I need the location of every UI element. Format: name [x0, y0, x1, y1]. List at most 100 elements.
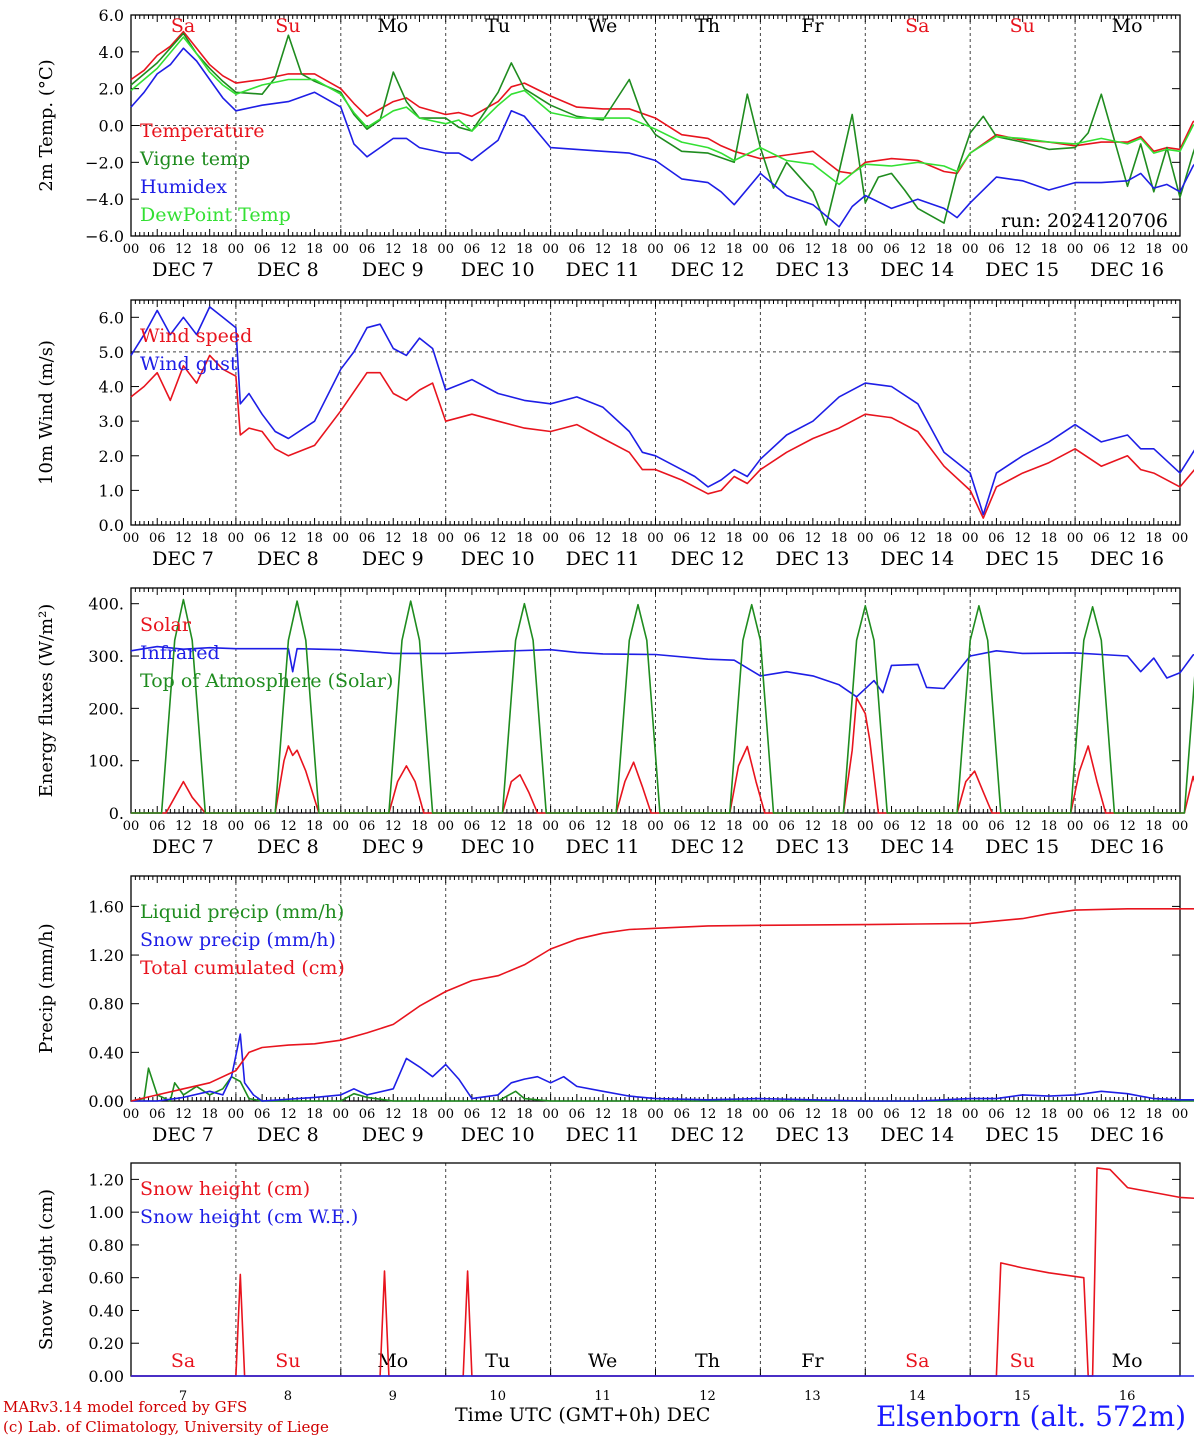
- series-line-humidex: [130, 47, 1194, 228]
- date-label: DEC 7: [152, 548, 214, 570]
- weekday-label: Su: [275, 15, 300, 37]
- legend-entry: Infrared: [140, 642, 220, 664]
- hour-tick-label: 18: [936, 242, 953, 257]
- hour-tick-label: 00: [647, 1107, 664, 1122]
- y-axis-label: Energy fluxes (W/m²): [36, 604, 57, 798]
- series-line-snow-precip-mm-h: [131, 1033, 1194, 1102]
- day-number-label: 10: [489, 1389, 506, 1404]
- hour-tick-label: 18: [621, 819, 638, 834]
- hour-tick-label: 18: [1041, 242, 1058, 257]
- hour-tick-label: 12: [385, 242, 402, 257]
- hour-tick-label: 00: [333, 242, 350, 257]
- hour-tick-label: 06: [569, 1107, 586, 1122]
- hour-tick-label: 12: [700, 531, 717, 546]
- date-label: DEC 10: [461, 836, 535, 858]
- series-line-vigne-temp: [130, 32, 1194, 226]
- hour-tick-label: 00: [437, 1107, 454, 1122]
- date-label: DEC 16: [1090, 259, 1164, 281]
- weekday-label: Su: [1010, 15, 1035, 37]
- y-axis-label: Snow height (cm): [36, 1189, 57, 1350]
- run-annotation: run: 2024120706: [1001, 210, 1168, 232]
- hour-tick-label: 12: [1014, 242, 1031, 257]
- hour-tick-label: 06: [359, 819, 376, 834]
- weekday-label: Sa: [905, 1350, 929, 1372]
- weekday-label: Su: [275, 1350, 300, 1372]
- series-line-liquid-precip-mm-h: [130, 1067, 1194, 1102]
- hour-tick-label: 06: [988, 242, 1005, 257]
- hour-tick-label: 12: [385, 1107, 402, 1122]
- y-tick-label: 200.: [88, 699, 124, 718]
- hour-tick-label: 12: [280, 531, 297, 546]
- date-label: DEC 8: [257, 259, 319, 281]
- hour-tick-label: 18: [1146, 819, 1163, 834]
- weekday-label: Tu: [485, 15, 510, 37]
- date-label: DEC 11: [566, 548, 640, 570]
- legend-entry: Wind gust: [140, 353, 238, 375]
- date-label: DEC 11: [566, 836, 640, 858]
- hour-tick-label: 06: [883, 819, 900, 834]
- y-tick-label: 0.80: [88, 1236, 124, 1255]
- hour-tick-label: 00: [437, 531, 454, 546]
- day-number-label: 12: [699, 1389, 716, 1404]
- hour-tick-label: 00: [228, 531, 245, 546]
- date-label: DEC 13: [775, 836, 849, 858]
- date-label: DEC 13: [775, 1124, 849, 1146]
- date-label: DEC 9: [362, 259, 424, 281]
- y-tick-label: 1.0: [99, 481, 124, 500]
- hour-tick-label: 18: [726, 1107, 743, 1122]
- hour-tick-label: 00: [1067, 1107, 1084, 1122]
- hour-tick-label: 18: [306, 819, 323, 834]
- hour-tick-label: 12: [490, 819, 507, 834]
- legend-entry: Vigne temp: [139, 148, 250, 170]
- y-tick-label: −4.0: [85, 190, 124, 209]
- hour-tick-label: 00: [857, 1107, 874, 1122]
- series-line-total-cumulated-cm: [130, 907, 1194, 1102]
- hour-tick-label: 00: [647, 242, 664, 257]
- hour-tick-label: 06: [883, 242, 900, 257]
- date-label: DEC 15: [985, 259, 1059, 281]
- y-tick-label: 6.0: [99, 308, 124, 327]
- series-line-temperature: [130, 30, 1194, 175]
- series-line-wind-speed: [130, 354, 1194, 519]
- date-label: DEC 13: [775, 259, 849, 281]
- hour-tick-label: 00: [962, 242, 979, 257]
- hour-tick-label: 00: [1067, 819, 1084, 834]
- hour-tick-label: 00: [542, 531, 559, 546]
- hour-tick-label: 12: [175, 531, 192, 546]
- legend-entry: Humidex: [140, 176, 227, 198]
- y-tick-label: 1.20: [88, 946, 124, 965]
- hour-tick-label: 12: [700, 242, 717, 257]
- hour-tick-label: 00: [228, 242, 245, 257]
- y-tick-label: 1.60: [88, 897, 124, 916]
- hour-tick-label: 06: [569, 531, 586, 546]
- hour-tick-label: 00: [333, 819, 350, 834]
- hour-tick-label: 06: [988, 819, 1005, 834]
- hour-tick-label: 18: [516, 1107, 533, 1122]
- y-axis-label: 2m Temp. (°C): [36, 59, 57, 191]
- hour-tick-label: 06: [778, 1107, 795, 1122]
- hour-tick-label: 12: [490, 531, 507, 546]
- hour-tick-label: 12: [175, 242, 192, 257]
- hour-tick-label: 12: [1119, 819, 1136, 834]
- hour-tick-label: 18: [306, 242, 323, 257]
- hour-tick-label: 18: [1041, 1107, 1058, 1122]
- hour-tick-label: 00: [1067, 242, 1084, 257]
- hour-tick-label: 00: [123, 242, 140, 257]
- y-tick-label: 1.00: [88, 1203, 124, 1222]
- legend-entry: Snow height (cm W.E.): [140, 1206, 358, 1228]
- hour-tick-label: 12: [700, 1107, 717, 1122]
- hour-tick-label: 12: [1119, 1107, 1136, 1122]
- day-number-label: 8: [284, 1389, 292, 1404]
- weekday-label: Th: [695, 1350, 720, 1372]
- date-label: DEC 16: [1090, 836, 1164, 858]
- hour-tick-label: 06: [149, 1107, 166, 1122]
- y-tick-label: 4.0: [99, 43, 124, 62]
- hour-tick-label: 18: [306, 1107, 323, 1122]
- hour-tick-label: 12: [1119, 242, 1136, 257]
- date-label: DEC 13: [775, 548, 849, 570]
- weekday-label: Sa: [171, 1350, 195, 1372]
- weekday-label: Su: [1010, 1350, 1035, 1372]
- day-number-label: 11: [594, 1389, 611, 1404]
- series-line-snow-height-cm: [131, 1167, 1194, 1377]
- y-tick-label: 2.0: [99, 447, 124, 466]
